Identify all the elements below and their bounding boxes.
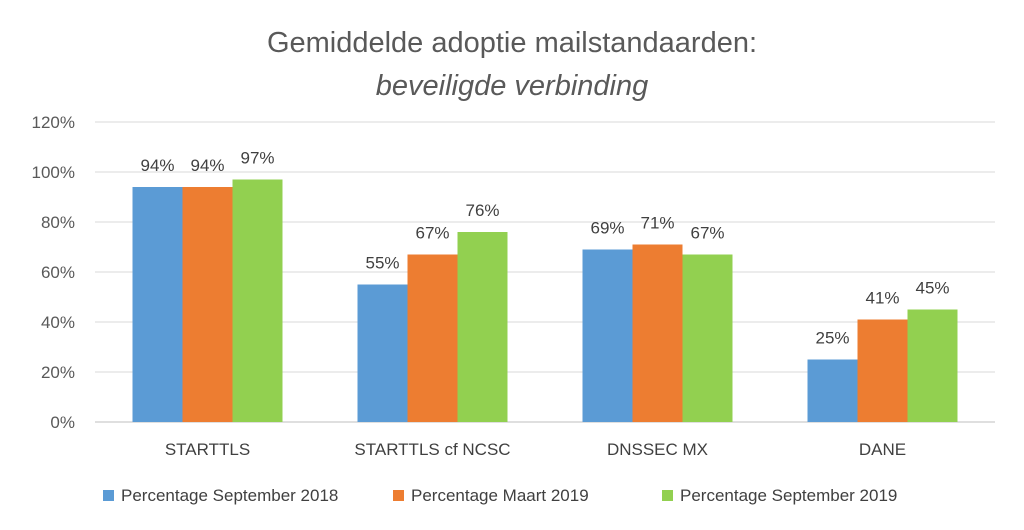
data-label: 67% xyxy=(690,224,724,243)
y-axis: 0% 20% 40% 60% 80% 100% 120% xyxy=(32,113,75,432)
bar xyxy=(907,309,958,422)
y-tick-label: 20% xyxy=(41,363,75,382)
bar xyxy=(407,254,458,422)
legend-label: Percentage Maart 2019 xyxy=(411,486,589,505)
data-label: 45% xyxy=(915,279,949,298)
bar xyxy=(232,179,283,422)
y-tick-label: 100% xyxy=(32,163,75,182)
legend: Percentage September 2018 Percentage Maar… xyxy=(103,486,897,505)
y-tick-label: 60% xyxy=(41,263,75,282)
bar xyxy=(182,187,233,422)
chart-subtitle: beveiligde verbinding xyxy=(376,70,648,102)
data-label: 69% xyxy=(590,219,624,238)
x-axis: STARTTLS STARTTLS cf NCSC DNSSEC MX DANE xyxy=(165,440,906,459)
x-tick-label: STARTTLS cf NCSC xyxy=(354,440,510,459)
chart-title: Gemiddelde adoptie mailstandaarden: xyxy=(267,27,757,59)
data-label: 41% xyxy=(865,289,899,308)
data-label: 76% xyxy=(465,201,499,220)
data-label: 94% xyxy=(140,156,174,175)
data-label: 97% xyxy=(240,149,274,168)
bar xyxy=(582,249,633,422)
bar xyxy=(682,254,733,422)
bar xyxy=(457,232,508,422)
legend-swatch xyxy=(662,490,673,501)
legend-swatch xyxy=(393,490,404,501)
bar xyxy=(807,359,858,422)
y-tick-label: 80% xyxy=(41,213,75,232)
bar xyxy=(857,319,908,422)
x-tick-label: DNSSEC MX xyxy=(607,440,708,459)
legend-swatch xyxy=(103,490,114,501)
data-label: 67% xyxy=(415,224,449,243)
bar xyxy=(632,244,683,422)
bar xyxy=(132,187,183,422)
x-tick-label: STARTTLS xyxy=(165,440,250,459)
legend-label: Percentage September 2018 xyxy=(121,486,338,505)
data-label: 55% xyxy=(365,254,399,273)
data-label: 71% xyxy=(640,214,674,233)
y-tick-label: 40% xyxy=(41,313,75,332)
data-label: 25% xyxy=(815,329,849,348)
bar xyxy=(357,284,408,422)
x-tick-label: DANE xyxy=(859,440,906,459)
legend-label: Percentage September 2019 xyxy=(680,486,897,505)
bars: 94% 94% 97% 55% 67% 76% 69% 71% 67% 25% 41% 45% xyxy=(132,149,958,422)
y-tick-label: 120% xyxy=(32,113,75,132)
data-label: 94% xyxy=(190,156,224,175)
y-tick-label: 0% xyxy=(50,413,75,432)
